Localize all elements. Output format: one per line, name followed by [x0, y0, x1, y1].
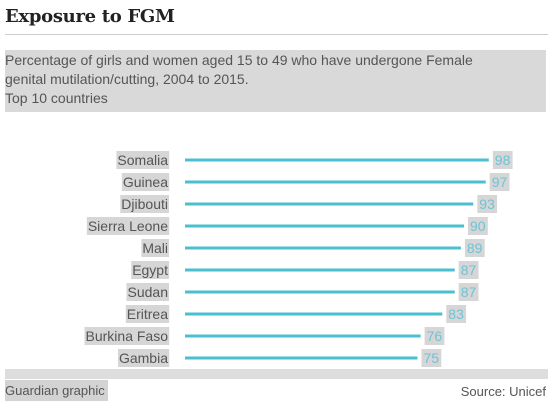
value-label-egypt: 87: [461, 262, 477, 278]
value-label-eritrea: 83: [448, 306, 464, 322]
footer-band: [5, 369, 548, 379]
value-label-bg-burkina-faso: [424, 327, 445, 345]
category-label-mali: Mali: [142, 240, 168, 256]
value-label-bg-eritrea: [446, 305, 467, 323]
value-label-somalia: 98: [495, 152, 511, 168]
subtitle-line-1: Percentage of girls and women aged 15 to…: [5, 52, 473, 68]
value-label-burkina-faso: 76: [427, 328, 443, 344]
value-label-sierra-leone: 90: [470, 218, 486, 234]
subtitle-line-2: genital mutilation/cutting, 2004 to 2015…: [5, 71, 249, 87]
category-label-guinea: Guinea: [123, 174, 168, 190]
value-label-djibouti: 93: [479, 196, 495, 212]
category-label-sierra-leone: Sierra Leone: [88, 218, 168, 234]
category-label-eritrea: Eritrea: [127, 306, 168, 322]
value-label-bg-djibouti: [477, 195, 498, 213]
subtitle-line-3: Top 10 countries: [5, 90, 108, 106]
category-label-bg-somalia: [116, 151, 170, 169]
value-label-bg-sierra-leone: [468, 217, 488, 235]
category-label-bg-djibouti: [120, 195, 169, 213]
category-label-burkina-faso: Burkina Faso: [86, 328, 169, 344]
value-label-bg-mali: [464, 239, 485, 257]
category-label-bg-sudan: [126, 283, 169, 301]
category-label-bg-egypt: [131, 261, 170, 279]
value-label-bg-sudan: [458, 283, 479, 301]
value-label-bg-egypt: [458, 261, 479, 279]
chart-title: Exposure to FGM: [5, 6, 175, 27]
title-divider: [5, 34, 548, 35]
value-label-mali: 89: [467, 240, 483, 256]
category-label-egypt: Egypt: [132, 262, 168, 278]
category-label-somalia: Somalia: [117, 152, 168, 168]
category-label-bg-gambia: [117, 349, 170, 367]
category-label-bg-sierra-leone: [86, 217, 170, 235]
value-label-gambia: 75: [424, 350, 440, 366]
category-label-sudan: Sudan: [128, 284, 168, 300]
category-label-bg-guinea: [121, 173, 170, 191]
value-label-bg-guinea: [489, 173, 510, 191]
footer-credit: Guardian graphic: [5, 380, 108, 401]
category-label-djibouti: Djibouti: [121, 196, 168, 212]
footer-source: Source: Unicef: [460, 384, 546, 399]
value-label-guinea: 97: [492, 174, 508, 190]
category-label-bg-mali: [141, 239, 169, 257]
chart-subtitle: Percentage of girls and women aged 15 to…: [5, 50, 546, 112]
value-label-bg-somalia: [492, 151, 513, 169]
value-label-bg-gambia: [421, 349, 442, 367]
value-label-sudan: 87: [461, 284, 477, 300]
category-label-gambia: Gambia: [119, 350, 168, 366]
category-label-bg-burkina-faso: [84, 327, 170, 345]
category-label-bg-eritrea: [125, 305, 170, 323]
